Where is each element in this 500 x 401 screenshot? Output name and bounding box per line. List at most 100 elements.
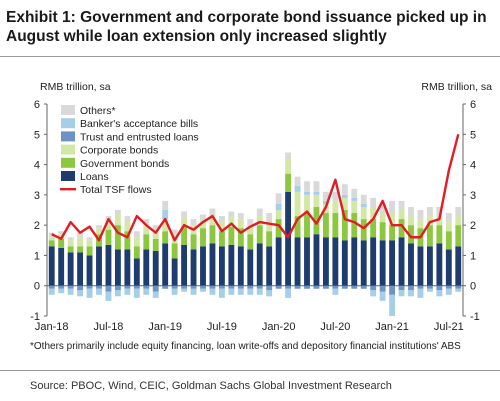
bar-segment — [190, 288, 197, 295]
bar-segment — [445, 249, 452, 286]
bar-segment — [379, 222, 386, 241]
bar-segment — [48, 240, 55, 247]
bar-segment — [436, 216, 443, 226]
bar-segment — [237, 213, 244, 220]
bar-segment — [152, 225, 159, 233]
y-tick-label-right: 1 — [470, 250, 476, 262]
bar-segment — [341, 240, 348, 286]
bar-segment — [426, 216, 433, 226]
bar-segment — [209, 208, 216, 217]
bar-segment — [426, 225, 433, 247]
bar-segment — [294, 191, 301, 217]
bar-segment — [162, 243, 169, 286]
bar-segment — [389, 200, 396, 214]
bar-segment — [58, 285, 65, 289]
bar-segment — [389, 225, 396, 241]
bar-segment — [408, 216, 414, 226]
bar-segment — [341, 210, 348, 241]
bar-segment — [209, 216, 216, 226]
bar-segment — [370, 206, 377, 220]
bar-segment — [322, 237, 329, 286]
bar-segment — [436, 285, 443, 291]
bar-segment — [332, 200, 339, 214]
bar-segment — [285, 158, 292, 174]
bar-segment — [313, 206, 320, 235]
y-tick-label-right: 5 — [470, 129, 476, 141]
bar-segment — [275, 219, 282, 238]
bar-segment — [426, 206, 433, 217]
bar-segment — [162, 200, 169, 210]
bar-segment — [228, 285, 235, 289]
bar-segment — [313, 234, 320, 286]
bar-segment — [341, 197, 348, 210]
bar-segment — [294, 237, 301, 286]
legend-label: Banker's acceptance bills — [80, 118, 198, 130]
bar-segment — [114, 225, 121, 250]
bar-segment — [408, 285, 414, 291]
bar-segment — [133, 231, 140, 238]
bar-segment — [313, 285, 320, 289]
bar-segment — [370, 290, 377, 297]
bar-segment — [285, 152, 292, 159]
bar-segment — [389, 240, 396, 286]
bar-segment — [379, 240, 386, 286]
bar-segment — [86, 246, 93, 256]
bar-segment — [96, 246, 102, 286]
bar-segment — [266, 246, 273, 286]
bar-segment — [294, 185, 301, 192]
y-tick-label-right: 4 — [470, 160, 476, 172]
bar-segment — [237, 246, 244, 286]
bar-segment — [360, 219, 367, 241]
bar-segment — [77, 237, 84, 247]
bar-segment — [200, 246, 206, 286]
bar-segment — [96, 225, 102, 229]
y-tick-label-left: 4 — [34, 160, 40, 172]
legend-swatch — [61, 131, 75, 142]
bar-segment — [322, 213, 329, 238]
bar-segment — [379, 291, 386, 301]
bar-segment — [455, 206, 462, 217]
bar-segment — [304, 181, 310, 192]
bar-segment — [48, 288, 55, 295]
bar-segment — [341, 194, 348, 198]
bar-segment — [285, 191, 292, 286]
footnote: *Others primarily include equity financi… — [30, 341, 461, 352]
bar-segment — [322, 200, 329, 204]
bar-segment — [228, 226, 235, 245]
bar-segment — [77, 246, 84, 253]
bar-segment — [200, 220, 206, 229]
legend-label: Others* — [80, 105, 116, 117]
bar-segment — [152, 238, 159, 251]
bar-segment — [190, 219, 197, 226]
bar-segment — [237, 219, 244, 229]
bar-segment — [162, 219, 169, 232]
bar-segment — [96, 288, 102, 295]
bar-segment — [360, 194, 367, 204]
total-tsf-line — [51, 133, 460, 242]
bar-segment — [86, 255, 93, 286]
bar-segment — [247, 219, 254, 226]
bar-segment — [341, 184, 348, 195]
bar-segment — [200, 228, 206, 247]
bar-segment — [426, 288, 433, 292]
bar-segment — [313, 181, 320, 192]
bar-segment — [351, 200, 358, 214]
bar-segment — [360, 203, 367, 207]
bar-segment — [275, 237, 282, 286]
bar-segment — [48, 246, 55, 286]
bar-segment — [67, 246, 74, 253]
y-tick-label-right: -1 — [470, 311, 480, 323]
legend-label: Loans — [80, 171, 109, 183]
bar-segment — [266, 213, 273, 223]
x-tick-label: Jan-18 — [35, 321, 69, 333]
bar-segment — [266, 285, 273, 291]
bar-segment — [181, 211, 188, 218]
y-tick-label-left: 0 — [34, 281, 40, 293]
bar-segment — [304, 191, 310, 195]
bar-segment — [266, 290, 273, 297]
bar-segment — [114, 214, 121, 226]
x-tick-label: Jan-20 — [262, 321, 296, 333]
y-tick-label-right: 3 — [470, 190, 476, 202]
bar-segment — [322, 285, 329, 289]
